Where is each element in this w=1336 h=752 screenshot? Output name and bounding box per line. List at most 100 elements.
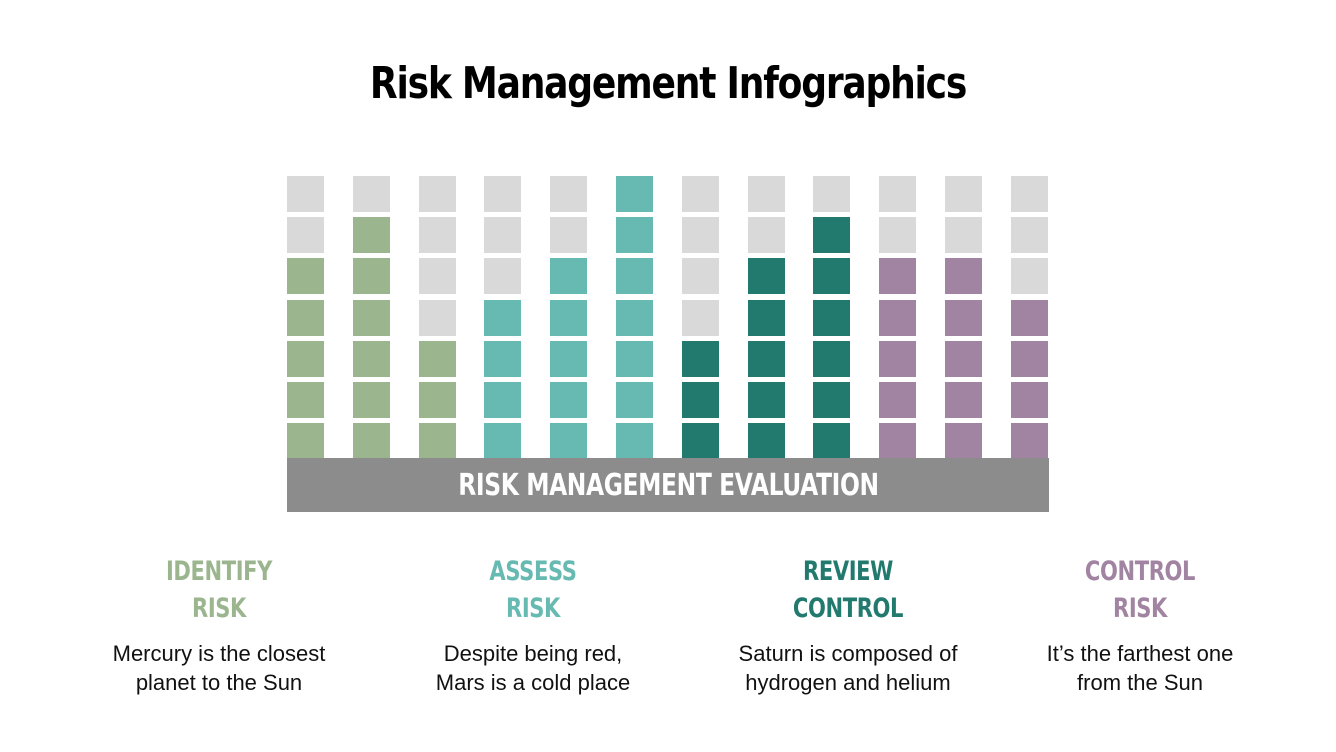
filled-block [616, 176, 653, 212]
chart-column [484, 176, 522, 460]
step-description-line1: Mercury is the closest [112, 641, 326, 666]
filled-block [287, 423, 324, 460]
step-heading-line1: CONTROL [1084, 556, 1196, 587]
filled-block [352, 382, 390, 418]
chart-column [352, 176, 390, 460]
filled-block [1010, 382, 1048, 418]
step-heading-line1: ASSESS [489, 556, 577, 587]
empty-block [550, 176, 588, 212]
filled-block [616, 258, 653, 295]
block-chart [287, 176, 1049, 460]
empty-block [550, 217, 588, 254]
filled-block [352, 217, 390, 254]
filled-block [747, 382, 785, 418]
filled-block [747, 423, 785, 460]
filled-block [1010, 340, 1048, 377]
step-description: Despite being red, Mars is a cold place [383, 639, 683, 697]
filled-block [747, 340, 785, 377]
filled-block [550, 382, 588, 418]
filled-block [550, 423, 588, 460]
empty-block [747, 176, 785, 212]
step-description-line2: hydrogen and helium [745, 670, 951, 695]
filled-block [484, 340, 522, 377]
filled-block [813, 217, 851, 254]
step-control-risk: CONTROL RISK It’s the farthest one from … [990, 553, 1290, 697]
filled-block [945, 258, 982, 295]
empty-block [945, 176, 982, 212]
filled-block [945, 382, 982, 418]
filled-block [879, 299, 917, 336]
evaluation-bar-label: RISK MANAGEMENT EVALUATION [457, 467, 879, 503]
filled-block [418, 423, 456, 460]
filled-block [352, 299, 390, 336]
step-heading: ASSESS RISK [416, 553, 650, 627]
chart-column [616, 176, 653, 460]
filled-block [616, 382, 653, 418]
step-description-line1: Despite being red, [443, 641, 623, 666]
step-heading: CONTROL RISK [1023, 553, 1257, 627]
filled-block [747, 299, 785, 336]
filled-block [550, 299, 588, 336]
chart-column [1010, 176, 1048, 460]
filled-block [747, 258, 785, 295]
step-description: Mercury is the closest planet to the Sun [69, 639, 369, 697]
filled-block [484, 382, 522, 418]
step-description-line2: from the Sun [1077, 670, 1203, 695]
chart-column [550, 176, 588, 460]
filled-block [616, 217, 653, 254]
filled-block [681, 340, 719, 377]
chart-column [945, 176, 982, 460]
empty-block [813, 176, 851, 212]
filled-block [813, 258, 851, 295]
filled-block [550, 258, 588, 295]
empty-block [287, 176, 324, 212]
empty-block [747, 217, 785, 254]
step-assess-risk: ASSESS RISK Despite being red, Mars is a… [383, 553, 683, 697]
empty-block [418, 258, 456, 295]
empty-block [418, 299, 456, 336]
filled-block [616, 299, 653, 336]
chart-column [287, 176, 324, 460]
step-description-line2: Mars is a cold place [435, 670, 631, 695]
filled-block [616, 423, 653, 460]
step-heading-line2: RISK [192, 593, 246, 624]
filled-block [1010, 423, 1048, 460]
filled-block [287, 299, 324, 336]
empty-block [681, 217, 719, 254]
evaluation-bar: RISK MANAGEMENT EVALUATION [287, 458, 1049, 512]
chart-column [681, 176, 719, 460]
empty-block [484, 258, 522, 295]
empty-block [879, 217, 917, 254]
step-identify-risk: IDENTIFY RISK Mercury is the closest pla… [69, 553, 369, 697]
filled-block [945, 423, 982, 460]
step-heading-line1: REVIEW [802, 556, 894, 587]
filled-block [352, 340, 390, 377]
filled-block [418, 382, 456, 418]
step-heading-line2: RISK [1113, 593, 1167, 624]
filled-block [550, 340, 588, 377]
filled-block [484, 423, 522, 460]
empty-block [418, 217, 456, 254]
step-heading-line2: CONTROL [792, 593, 904, 624]
empty-block [1010, 176, 1048, 212]
step-heading-line1: IDENTIFY [165, 556, 273, 587]
chart-column [418, 176, 456, 460]
filled-block [813, 299, 851, 336]
empty-block [945, 217, 982, 254]
empty-block [484, 176, 522, 212]
filled-block [879, 423, 917, 460]
filled-block [287, 382, 324, 418]
empty-block [484, 217, 522, 254]
empty-block [352, 176, 390, 212]
filled-block [287, 258, 324, 295]
step-review-control: REVIEW CONTROL Saturn is composed of hyd… [698, 553, 998, 697]
filled-block [813, 340, 851, 377]
empty-block [681, 299, 719, 336]
filled-block [681, 423, 719, 460]
filled-block [287, 340, 324, 377]
empty-block [287, 217, 324, 254]
filled-block [879, 382, 917, 418]
step-heading-line2: RISK [506, 593, 560, 624]
chart-column [813, 176, 851, 460]
empty-block [418, 176, 456, 212]
